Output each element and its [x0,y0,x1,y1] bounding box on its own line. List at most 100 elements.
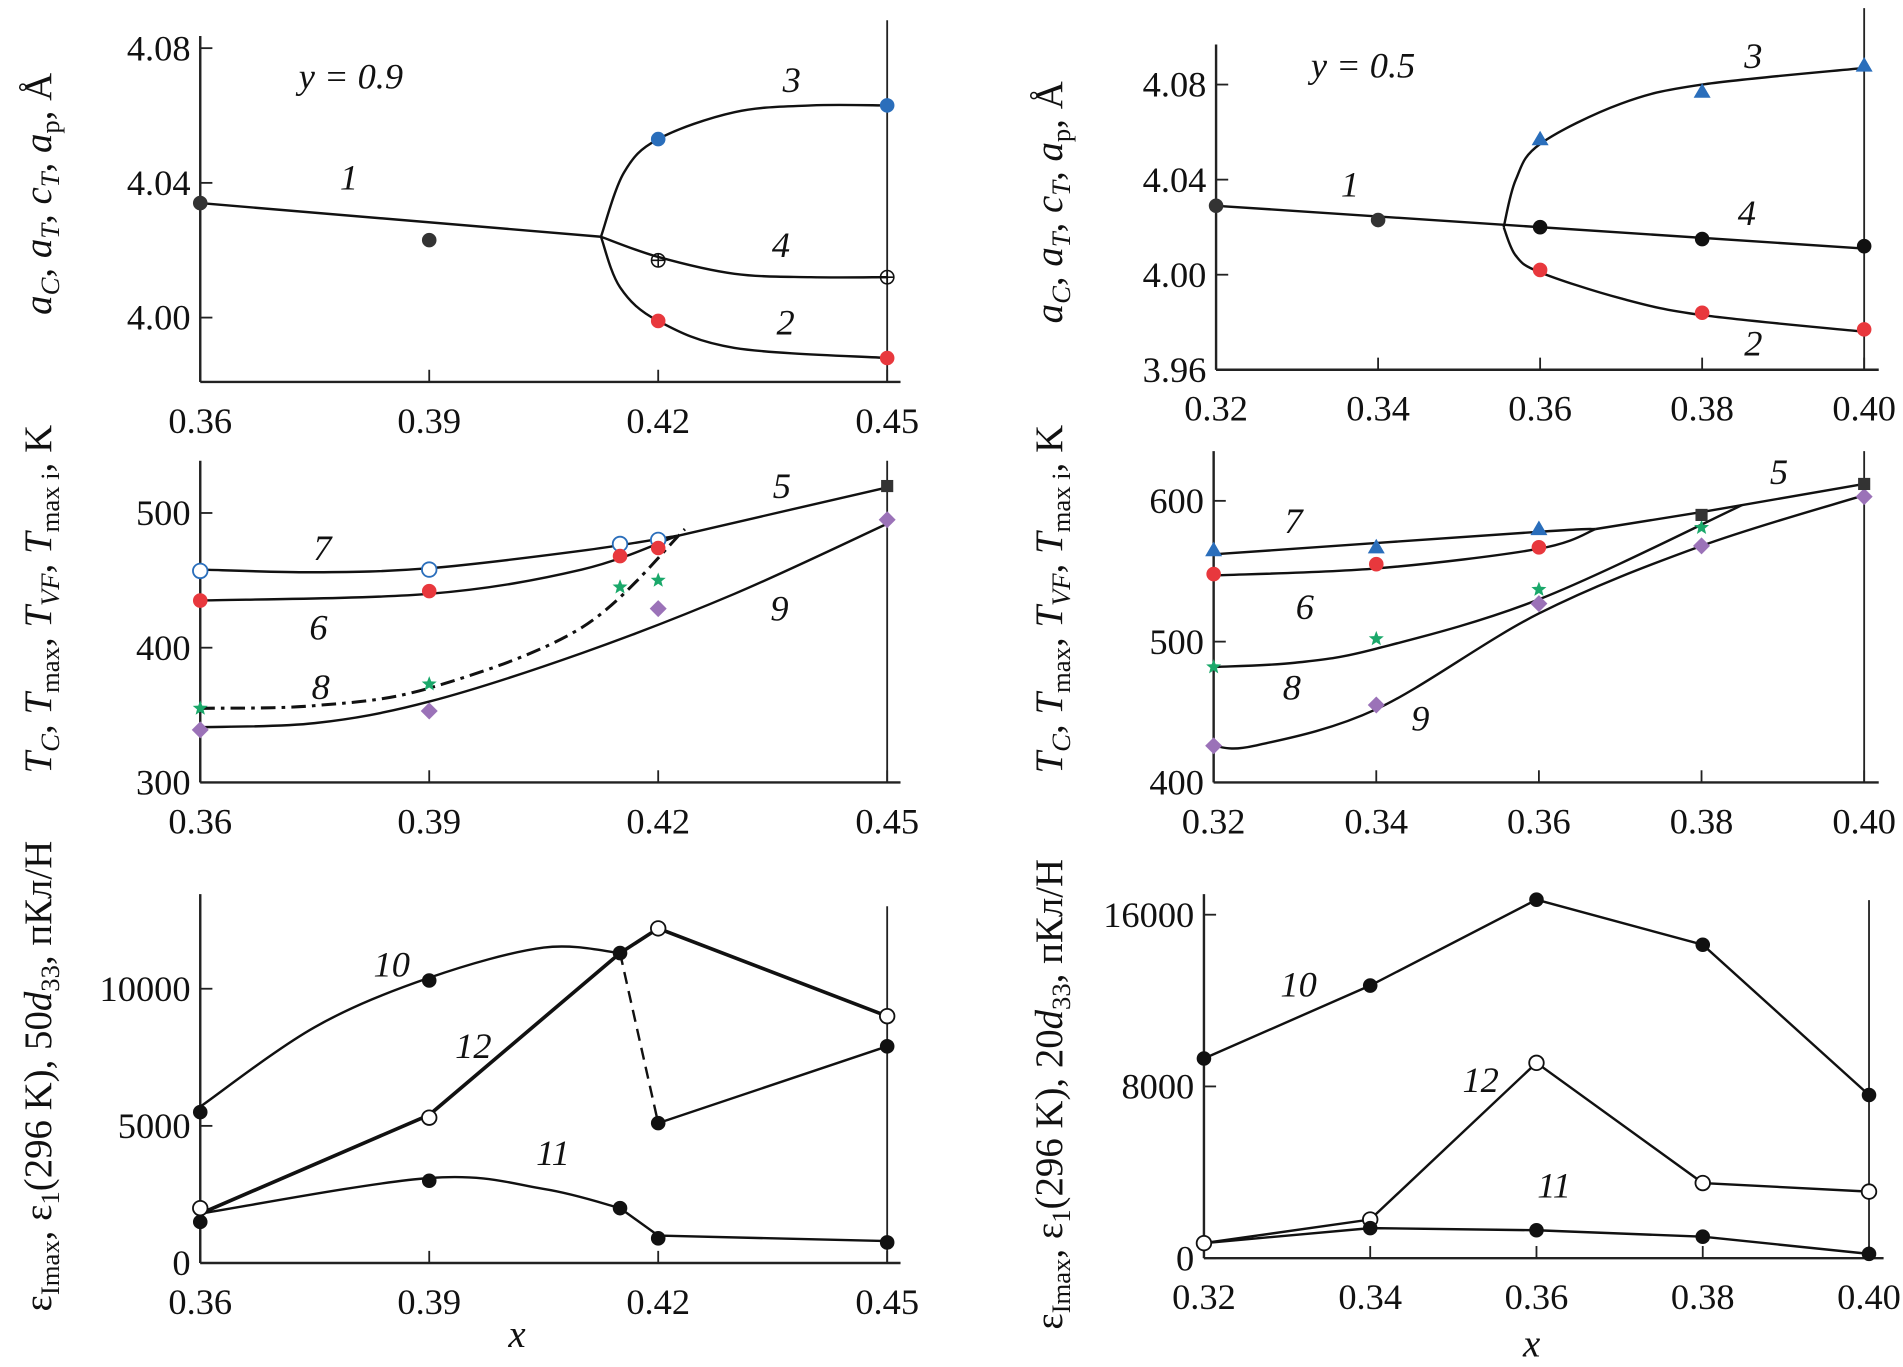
y-tick-label: 500 [1149,622,1204,662]
curve-3 [1502,66,1865,228]
curve-4 [600,235,888,279]
label-part: d [1028,1009,1071,1029]
y-tick-label: 0 [172,1243,190,1283]
label-part: Imax [1046,1258,1076,1313]
ylabel-left-bottom: εImax, ε1(296 K), 50d33, пКл/Н [17,841,65,1312]
marker-cross [880,270,894,284]
marker-8 [192,700,208,715]
marker-12 [1195,1234,1213,1252]
y-tick-label: 0 [1176,1238,1194,1278]
curve-8 [200,528,686,710]
marker-10 [421,973,437,988]
x-tick-label: 0.36 [168,801,232,841]
x-tick-label: 0.40 [1832,389,1896,429]
label-part: (296 K), 50 [17,1011,60,1191]
curve-10 [199,945,621,1108]
curve-label: 5 [1770,452,1788,492]
label-part: a [1028,304,1071,323]
marker-12 [878,1007,896,1025]
marker-6 [650,540,666,556]
label-part: , K [1028,425,1071,472]
curve-label: 12 [455,1026,491,1066]
label-part: T [17,691,60,715]
marker-12 [650,920,667,937]
label-part: VF [35,573,65,606]
curve-label: 5 [773,466,791,506]
marker-2 [650,313,666,329]
label-part: T [17,604,60,628]
label-part: T [17,749,60,773]
label-part: , [1028,628,1071,647]
label-part: max [35,646,65,693]
label-part: C [35,276,65,295]
panel-lattice-y05: 0.32 0.34 0.36 0.38 0.40 3.96 4.00 4.04 4.08 y = … [1143,8,1896,429]
curve-label: 9 [770,589,788,629]
label-part: 33 [1046,983,1076,1010]
x-tick-label: 0.39 [397,801,461,841]
x-tick-label: 0.32 [1172,1277,1236,1317]
curve-label: 3 [782,60,801,100]
label-part: , [17,715,60,734]
curve-label: 7 [313,528,333,568]
marker-11 [421,1173,437,1189]
label-part: max [1046,646,1076,693]
marker-1 [192,195,208,211]
curve-2 [599,236,888,360]
label-part: , [1028,161,1071,180]
y-tick-label: 16000 [1103,895,1194,935]
curve-label: 8 [1283,667,1301,707]
label-part: a [17,134,60,153]
label-part: , [1028,715,1071,734]
marker-6 [1206,566,1221,582]
x-tick-label: 0.39 [397,1282,461,1322]
marker-6 [1368,556,1384,572]
label-part: max i [1046,472,1076,532]
marker-8 [612,579,628,594]
label-part: C [1046,285,1076,304]
marker-2 [1532,262,1548,278]
panel-lattice-y09: 0.36 0.39 0.42 0.45 4.00 4.04 4.08 y = 0.9 1 3 4 2 [127,20,919,441]
label-part: , K [17,425,60,472]
label-part: T [35,222,65,239]
label-part: , ε [17,1205,60,1241]
x-tick-label: 0.42 [626,801,690,841]
marker-10 [1861,1087,1877,1103]
y-tick-label: 400 [1149,763,1204,803]
panel-permittivity-y09: 0.36 0.39 0.42 0.45 0 5000 10000 10 12 11 [100,894,919,1322]
label-part: , ε [1028,1223,1071,1259]
marker-3 [1531,130,1549,146]
marker-4 [1856,238,1872,254]
marker-11 [612,1200,628,1216]
marker-6 [192,593,208,608]
y-tick-label: 4.08 [127,28,191,68]
marker-10 [192,1104,208,1120]
label-part: , [1028,554,1071,573]
label-part: 33 [35,965,65,992]
label-part: , Å [1028,81,1071,128]
label-part: T [1028,691,1071,715]
label-part: (296 K), 20 [1028,1029,1071,1209]
marker-6 [612,548,628,564]
panel-temperature-y09: 0.36 0.39 0.42 0.45 300 400 500 5 7 6 8 9 [136,460,919,841]
label-part: , [17,153,60,172]
y-tick-label: 4.04 [127,163,191,203]
curve-label: 6 [1296,587,1315,627]
x-tick-label: 0.38 [1671,1277,1735,1317]
curve-11 [200,1175,621,1215]
marker-8 [1531,581,1547,596]
label-part: c [17,187,60,204]
curve-7 [200,534,678,574]
xlabel-right: x [1522,1322,1540,1365]
ylabel-right-bottom: εImax, ε1(296 K), 20d33, пКл/Н [1028,859,1076,1330]
x-tick-label: 0.39 [397,401,461,441]
marker-3 [1693,83,1711,98]
marker-4 [879,269,895,285]
x-tick-label: 0.38 [1670,389,1734,429]
marker-5 [881,479,894,493]
curve-9 [1213,494,1865,750]
label-part: , Å [17,73,60,120]
marker-8 [421,676,437,691]
y-tick-label: 5000 [118,1106,191,1146]
curve-label: 10 [1280,964,1316,1004]
marker-9 [420,702,438,720]
